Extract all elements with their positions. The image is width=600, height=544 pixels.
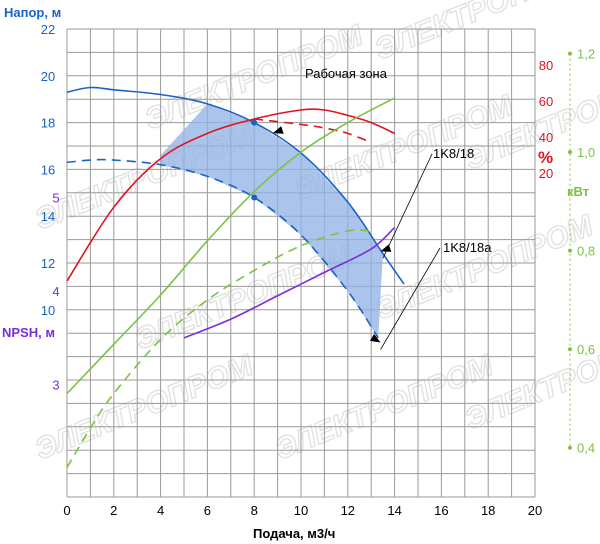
points-layer — [251, 119, 258, 201]
series-layer — [66, 86, 405, 468]
head-tick-label: 14 — [41, 209, 55, 224]
head-tick-label: 18 — [41, 116, 55, 131]
y-axis-title-head: Напор, м — [4, 5, 61, 20]
y-axis-title-npsh: NPSH, м — [2, 325, 55, 340]
power-tick-dot — [568, 150, 572, 155]
efficiency-tick-label: 40 — [539, 130, 553, 145]
annotation-arrow — [380, 244, 392, 252]
annotation-arrow — [272, 126, 284, 134]
power-tick-label: 0,6 — [577, 342, 595, 357]
operating-point — [251, 119, 258, 126]
y-axis-title-power: кВт — [567, 184, 589, 199]
power-tick-label: 0,8 — [577, 244, 595, 259]
x-tick-label: 14 — [387, 503, 401, 518]
head-tick-label: 10 — [41, 303, 55, 318]
power-tick-label: 1,2 — [577, 47, 595, 62]
series-line-кпд-1k8-18 — [66, 108, 395, 282]
label-layer: Напор, м NPSH, м % кВт Подача, м3/ч Рабо… — [2, 5, 589, 541]
x-tick-label: 16 — [434, 503, 448, 518]
leader-line-1k8-18a — [380, 247, 441, 350]
x-tick-label: 6 — [204, 503, 211, 518]
y-axis-title-efficiency: % — [538, 148, 553, 167]
power-tick-dot — [568, 347, 572, 352]
head-tick-label: 12 — [41, 256, 55, 271]
x-axis-title: Подача, м3/ч — [253, 526, 335, 541]
x-tick-label: 0 — [63, 503, 70, 518]
x-tick-label: 12 — [341, 503, 355, 518]
x-tick-label: 18 — [481, 503, 495, 518]
power-tick-dot — [568, 248, 572, 253]
series-line-1k8-18 — [66, 86, 405, 285]
series-line-мощность-1k8-18a — [66, 229, 372, 468]
leader-line-1k8-18 — [382, 153, 433, 259]
x-tick-label: 20 — [528, 503, 542, 518]
npsh-tick-label: 5 — [52, 190, 59, 205]
watermark-text: ЭЛЕКТРОПРОМ — [30, 349, 258, 467]
x-tick-label: 10 — [294, 503, 308, 518]
series-label-1k8-18: 1K8/18 — [433, 146, 474, 161]
power-tick-dot — [568, 445, 572, 450]
x-tick-label: 2 — [110, 503, 117, 518]
head-tick-label: 20 — [41, 69, 55, 84]
npsh-tick-label: 4 — [52, 284, 59, 299]
efficiency-tick-label: 20 — [539, 166, 553, 181]
chart-grid — [66, 28, 536, 498]
watermark-text: ЭЛЕКТРОПРОМ — [370, 0, 598, 66]
head-tick-label: 22 — [41, 22, 55, 37]
power-tick-label: 0,4 — [577, 441, 595, 456]
head-tick-label: 16 — [41, 162, 55, 177]
arrow-layer — [272, 126, 441, 350]
efficiency-tick-label: 80 — [539, 58, 553, 73]
working-zone-label: Рабочая зона — [305, 66, 388, 81]
axis-text-layer: 0 2 4 6 8 10 12 14 16 18 20 10 12 14 16 18 20 22 3 4 5 20 40 60… — [41, 22, 595, 518]
efficiency-tick-label: 60 — [539, 94, 553, 109]
power-tick-dot — [568, 51, 572, 56]
working-zone-area — [160, 103, 383, 338]
series-line-мощность-1k8-18 — [66, 97, 395, 395]
series-line-кпд-1k8-18a — [254, 118, 372, 144]
annotation-arrow — [369, 333, 381, 343]
working-zone-layer — [160, 103, 383, 338]
series-label-1k8-18a: 1K8/18a — [443, 240, 492, 255]
operating-point — [251, 194, 258, 201]
x-tick-label: 8 — [251, 503, 258, 518]
series-line-npsh — [183, 226, 396, 339]
series-line-1k8-18a — [66, 158, 379, 339]
power-tick-label: 1,0 — [577, 145, 595, 160]
npsh-tick-label: 3 — [52, 378, 59, 393]
x-tick-label: 4 — [157, 503, 164, 518]
